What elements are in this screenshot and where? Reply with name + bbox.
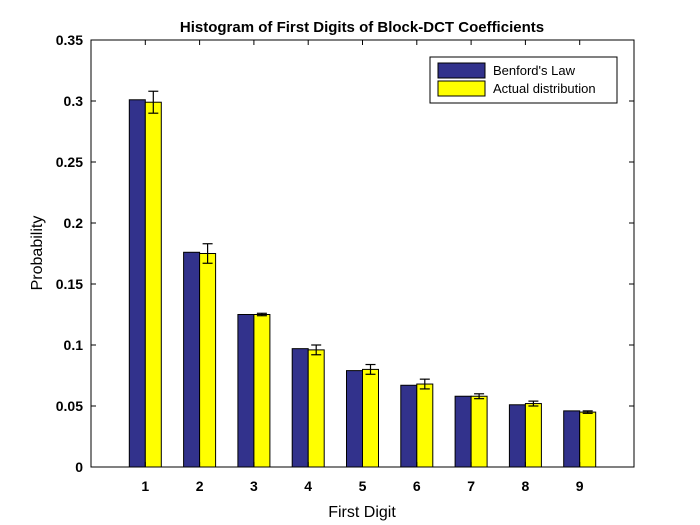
bar-series-2-digit-2: [199, 253, 217, 468]
x-tick-label: 8: [522, 478, 530, 494]
x-tick-label: 7: [467, 478, 475, 494]
bar-series-2-digit-7: [470, 395, 488, 468]
error-bar-digit-2: [202, 243, 213, 264]
y-tick-label: 0.35: [56, 32, 83, 48]
x-axis-label: First Digit: [328, 504, 396, 521]
bar-series-2-digit-5: [362, 368, 379, 468]
plot-area: 0 0.05 0.1 0.15 0.2 0.25 0.3 0.35 1 2 3 4 5 6 7 8 9: [56, 32, 635, 494]
legend-swatch-1: [437, 62, 486, 79]
legend-label-2: Actual distribution: [493, 81, 596, 96]
x-tick-label: 6: [413, 478, 421, 494]
y-tick-label: 0.1: [64, 337, 84, 353]
error-bar-digit-5: [365, 363, 376, 375]
bar-series-1-digit-9: [563, 410, 581, 468]
legend: Benford's Law Actual distribution: [429, 56, 618, 104]
y-tick-label: 0.2: [64, 215, 84, 231]
error-bar-digit-1: [148, 90, 159, 114]
error-bar-digit-4: [311, 344, 322, 356]
error-bar-digit-6: [419, 378, 430, 390]
bar-series-1-digit-1: [128, 99, 146, 468]
error-bar-digit-7: [474, 393, 485, 400]
y-tick-label: 0: [75, 459, 83, 475]
x-tick-label: 9: [576, 478, 584, 494]
error-bar-digit-3: [256, 312, 267, 317]
x-tick-label: 1: [141, 478, 149, 494]
bar-series-1-digit-8: [508, 404, 526, 468]
bar-series-2-digit-3: [253, 314, 271, 468]
bar-series-2-digit-1: [144, 101, 162, 468]
x-tick-label: 5: [359, 478, 367, 494]
error-bar-digit-8: [528, 400, 539, 407]
y-axis-label: Probability: [29, 216, 46, 291]
bar-series-2-digit-9: [579, 411, 597, 468]
bar-series-2-digit-4: [307, 349, 325, 468]
bar-series-1-digit-7: [454, 395, 472, 468]
chart-title: Histogram of First Digits of Block-DCT C…: [180, 19, 544, 36]
legend-label-1: Benford's Law: [493, 63, 576, 78]
error-bar-digit-9: [582, 410, 593, 414]
bar-series-1-digit-2: [183, 251, 201, 468]
bar-series-1-digit-5: [346, 370, 363, 468]
y-tick-label: 0.05: [56, 398, 83, 414]
bar-series-2-digit-8: [524, 403, 542, 468]
y-tick-label: 0.15: [56, 276, 83, 292]
y-tick-label: 0.25: [56, 154, 83, 170]
bar-series-1-digit-6: [400, 384, 418, 468]
x-tick-label: 4: [304, 478, 312, 494]
y-tick-label: 0.3: [64, 93, 84, 109]
legend-swatch-2: [437, 80, 486, 97]
bar-series-2-digit-6: [416, 383, 434, 468]
bar-series-1-digit-4: [291, 348, 309, 468]
bar-series-1-digit-3: [237, 314, 255, 468]
x-tick-label: 3: [250, 478, 258, 494]
x-tick-label: 2: [196, 478, 204, 494]
